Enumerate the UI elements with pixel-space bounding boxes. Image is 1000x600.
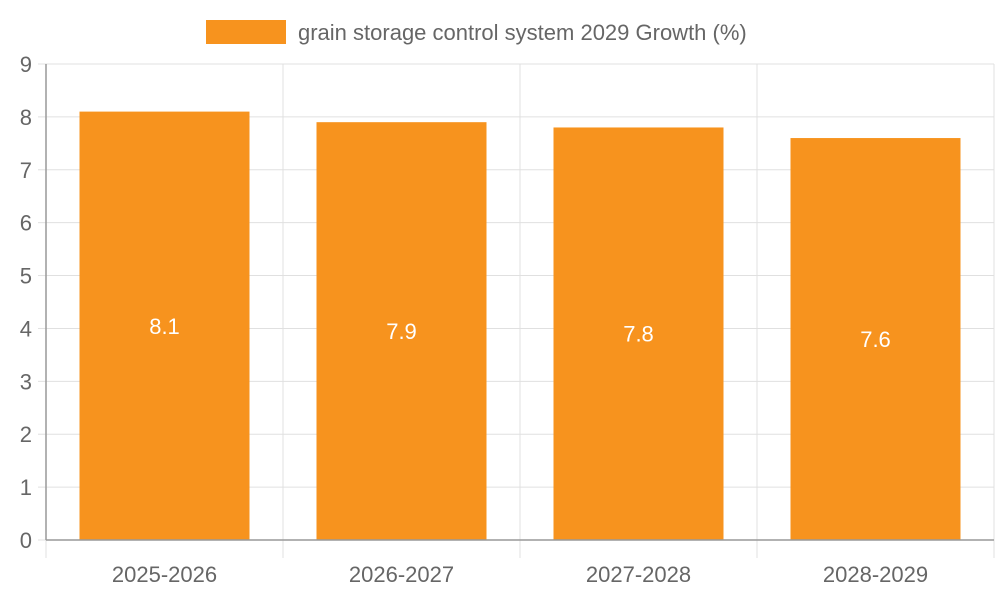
y-tick-label: 5 <box>20 264 32 289</box>
data-label: 8.1 <box>149 314 180 339</box>
bar[interactable] <box>553 127 724 540</box>
data-labels: 8.1 7.9 7.8 7.6 <box>149 314 891 352</box>
y-tick-label: 8 <box>20 105 32 130</box>
axes <box>38 63 995 558</box>
bar[interactable] <box>316 122 487 540</box>
y-tick-label: 4 <box>20 316 32 341</box>
bar[interactable] <box>79 111 250 540</box>
x-tick-label: 2027-2028 <box>586 562 691 587</box>
y-tick-label: 6 <box>20 211 32 236</box>
legend[interactable]: grain storage control system 2029 Growth… <box>206 20 747 45</box>
legend-label: grain storage control system 2029 Growth… <box>298 20 747 45</box>
y-tick-label: 2 <box>20 422 32 447</box>
y-tick-label: 9 <box>20 52 32 77</box>
bars <box>79 111 961 541</box>
y-tick-labels: 0 1 2 3 4 5 6 7 8 9 <box>20 52 32 553</box>
bar[interactable] <box>790 138 961 541</box>
y-tick-label: 3 <box>20 369 32 394</box>
y-tick-label: 1 <box>20 475 32 500</box>
legend-swatch <box>206 20 286 44</box>
data-label: 7.9 <box>386 319 417 344</box>
data-label: 7.6 <box>860 327 891 352</box>
x-tick-label: 2026-2027 <box>349 562 454 587</box>
y-tick-label: 0 <box>20 528 32 553</box>
x-tick-label: 2025-2026 <box>112 562 217 587</box>
data-label: 7.8 <box>623 322 654 347</box>
y-tick-label: 7 <box>20 158 32 183</box>
x-tick-labels: 2025-2026 2026-2027 2027-2028 2028-2029 <box>112 562 928 587</box>
x-tick-label: 2028-2029 <box>823 562 928 587</box>
